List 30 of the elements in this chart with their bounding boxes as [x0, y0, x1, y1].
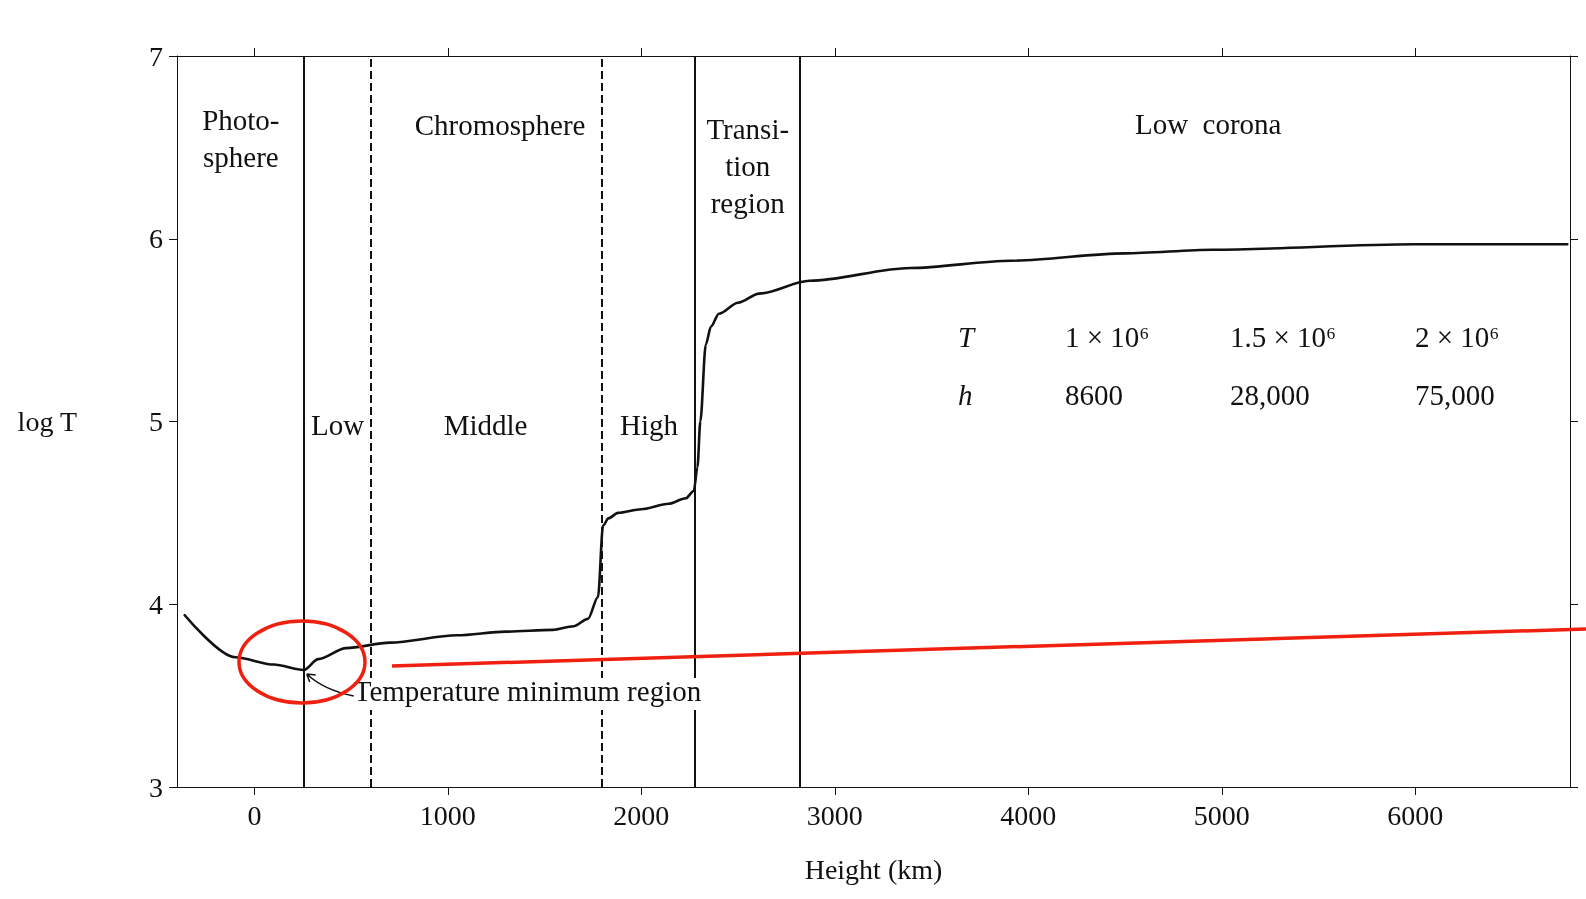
- x-tick-label: 1000: [419, 799, 476, 831]
- x-tick-label: 2000: [613, 799, 670, 831]
- annotation: 28,000: [1230, 378, 1310, 411]
- y-tick-label: 7: [149, 40, 163, 72]
- annotation: 2 × 10⁶: [1415, 320, 1500, 353]
- x-tick-label: 5000: [1193, 799, 1250, 831]
- x-tick-label: 3000: [806, 799, 863, 831]
- x-tick-label: 6000: [1387, 799, 1444, 831]
- y-axis-title: log T: [17, 406, 77, 437]
- annotation: High: [620, 409, 679, 442]
- x-axis-title: Height (km): [804, 853, 943, 885]
- annotation: Temperature minimum region: [353, 674, 702, 707]
- annotation: Low corona: [1134, 107, 1282, 140]
- x-tick-label: 4000: [1000, 799, 1057, 831]
- annotation: Middle: [443, 409, 528, 442]
- annotation: Transi- tion region: [706, 112, 790, 219]
- y-tick-label: 4: [149, 588, 163, 620]
- annotation: Chromosphere: [414, 109, 586, 142]
- y-tick-label: 3: [149, 771, 163, 803]
- annotation: T: [958, 320, 976, 353]
- annotation: h: [958, 378, 973, 411]
- annotation: 75,000: [1415, 378, 1495, 411]
- y-tick-label: 5: [149, 406, 163, 437]
- annotation: 1 × 10⁶: [1065, 320, 1150, 353]
- annotation: 1.5 × 10⁶: [1230, 320, 1337, 353]
- annotation: 8600: [1065, 378, 1123, 411]
- annotation: Photo- sphere: [202, 103, 280, 173]
- annotation: Low: [311, 409, 365, 442]
- x-tick-label: 0: [247, 799, 262, 831]
- y-tick-label: 6: [149, 223, 163, 255]
